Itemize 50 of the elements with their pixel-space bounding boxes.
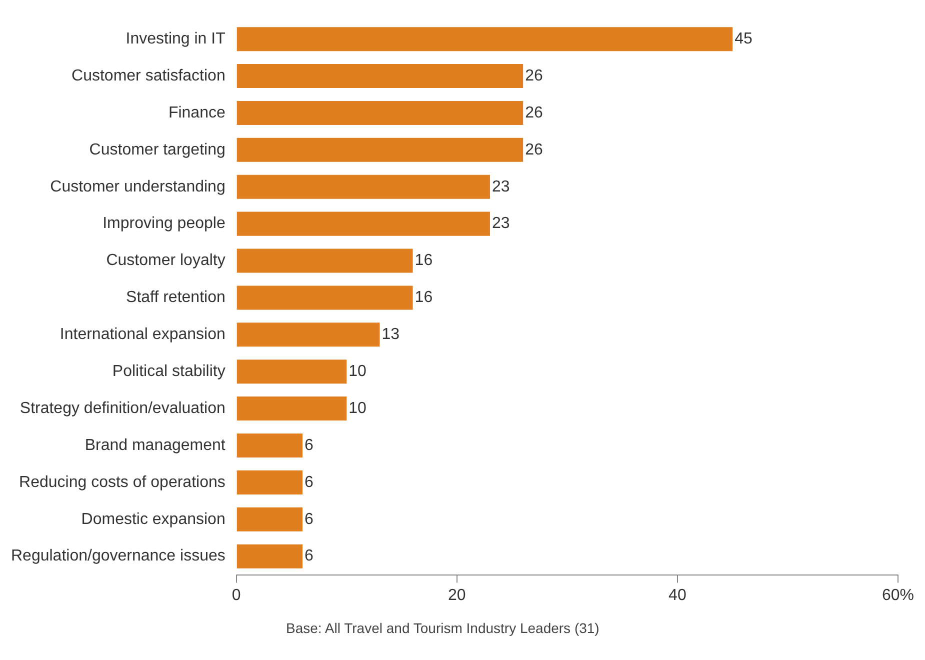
bar <box>236 360 347 384</box>
data-label: 6 <box>304 474 314 491</box>
bar <box>236 64 524 88</box>
bar <box>236 396 347 421</box>
data-label: 26 <box>525 141 543 158</box>
bar <box>236 100 524 125</box>
y-tick-label: Staff retention <box>126 289 226 306</box>
data-label: 23 <box>492 215 510 232</box>
bar <box>236 248 413 273</box>
y-tick-label: Finance <box>168 104 226 122</box>
y-tick-label: Customer targeting <box>89 141 226 158</box>
bar <box>236 174 490 199</box>
y-tick-label: Investing in IT <box>126 30 226 48</box>
bar <box>236 322 380 347</box>
bar <box>236 544 303 568</box>
y-tick-label: Strategy definition/evaluation <box>20 400 226 417</box>
data-label: 26 <box>525 104 543 122</box>
bar <box>236 27 733 52</box>
x-tick-label: 60% <box>882 586 914 604</box>
bar <box>236 433 303 458</box>
y-tick-label: Domestic expansion <box>81 510 226 528</box>
data-label: 16 <box>414 289 433 306</box>
data-label: 13 <box>382 326 400 344</box>
data-label: 16 <box>414 252 433 270</box>
y-tick-label: Customer satisfaction <box>72 67 226 84</box>
bar <box>236 212 490 236</box>
data-label: 10 <box>348 400 367 417</box>
data-label: 26 <box>525 67 543 84</box>
y-tick-label: Brand management <box>84 436 226 454</box>
bar <box>236 507 303 532</box>
data-label: 23 <box>492 178 510 196</box>
bar <box>236 470 303 494</box>
y-tick-label: Customer loyalty <box>106 252 226 270</box>
data-label: 10 <box>348 363 367 380</box>
data-label: 6 <box>304 436 314 454</box>
y-tick-label: International expansion <box>60 326 226 344</box>
y-tick-label: Reducing costs of operations <box>19 474 226 491</box>
text: Base: All Travel and Tourism Industry Leaders (31) <box>286 620 600 636</box>
y-tick-label: Regulation/governance issues <box>11 548 226 565</box>
data-label: 6 <box>304 510 314 528</box>
y-tick-label: Political stability <box>112 363 226 380</box>
x-tick-label: 0 <box>232 586 241 604</box>
data-label: 45 <box>734 30 752 48</box>
y-tick-label: Customer understanding <box>50 178 226 196</box>
bar <box>236 138 524 162</box>
x-tick-label: 40 <box>668 586 686 604</box>
y-tick-label: Improving people <box>102 215 226 232</box>
data-label: 6 <box>304 548 314 565</box>
bar <box>236 286 413 310</box>
x-tick-label: 20 <box>448 586 466 604</box>
